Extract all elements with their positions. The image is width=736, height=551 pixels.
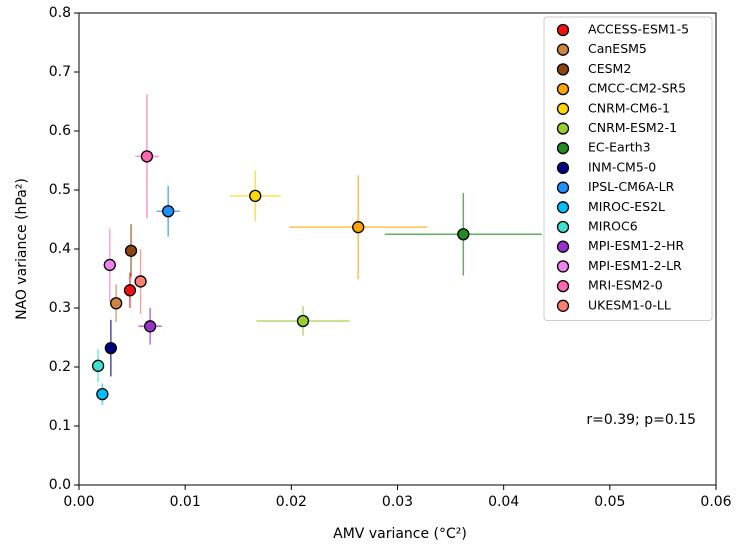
legend-marker <box>556 23 570 37</box>
legend-marker <box>556 260 570 273</box>
y-tick-label: 0.1 <box>49 418 71 434</box>
point <box>352 221 365 234</box>
point <box>110 297 123 310</box>
legend-marker <box>556 181 570 194</box>
y-tick-label: 0.5 <box>49 182 71 198</box>
legend-box <box>543 16 713 321</box>
y-tick-label: 0.2 <box>49 359 71 375</box>
x-axis-label: AMV variance (°C²) <box>333 526 467 542</box>
point <box>249 189 262 203</box>
point <box>96 387 109 401</box>
legend-label: MIROC-ES2L <box>588 199 665 214</box>
legend-marker <box>556 142 570 155</box>
legend-marker <box>556 161 570 175</box>
legend-label: MRI-ESM2-0 <box>588 278 663 293</box>
x-tick-label: 0.02 <box>276 494 307 510</box>
legend-marker <box>556 201 570 214</box>
legend-marker <box>556 102 570 115</box>
legend-label: ACCESS-ESM1-5 <box>588 22 689 37</box>
point <box>296 314 310 328</box>
legend-marker <box>556 122 570 135</box>
legend-label: EC-Earth3 <box>588 140 651 155</box>
legend-marker <box>556 43 570 56</box>
legend-label: CNRM-CM6-1 <box>588 100 670 115</box>
point <box>124 244 138 257</box>
legend-marker <box>556 63 570 76</box>
legend-label: MPI-ESM1-2-LR <box>588 258 682 273</box>
legend-label: CanESM5 <box>588 41 647 56</box>
legend-label: CNRM-ESM2-1 <box>588 120 677 135</box>
plot-frame <box>78 12 717 486</box>
x-tick-label: 0.05 <box>594 494 625 510</box>
x-tick-label: 0.03 <box>382 494 413 510</box>
y-tick-label: 0.6 <box>49 123 71 139</box>
legend-label: UKESM1-0-LL <box>588 297 671 312</box>
legend-marker <box>556 220 570 234</box>
point <box>140 150 154 163</box>
y-axis-label: NAO variance (hPa²) <box>14 178 30 320</box>
legend-label: CMCC-CM2-SR5 <box>588 81 686 96</box>
legend-label: IPSL-CM6A-LR <box>588 179 675 194</box>
legend-label: MIROC6 <box>588 219 638 234</box>
point <box>104 341 117 355</box>
legend-label: INM-CM5-0 <box>588 159 656 174</box>
x-tick-label: 0.06 <box>700 494 731 510</box>
point <box>143 320 157 333</box>
point <box>123 284 137 297</box>
point <box>162 205 175 218</box>
y-tick-label: 0.7 <box>49 64 71 80</box>
legend: ACCESS-ESM1-5 CanESM5 CESM2 CMCC-CM2-SR5 CNR… <box>543 16 713 321</box>
legend-marker <box>556 279 570 293</box>
legend-marker <box>556 240 570 253</box>
x-tick-label: 0.00 <box>63 494 94 510</box>
legend-label: CESM2 <box>588 61 631 76</box>
x-tick-label: 0.04 <box>488 494 519 510</box>
y-tick-label: 0.8 <box>49 5 71 21</box>
point <box>103 258 116 272</box>
point <box>457 228 470 241</box>
x-tick-label: 0.01 <box>170 494 201 510</box>
y-tick-label: 0.4 <box>49 241 71 257</box>
annotation: r=0.39; p=0.15 <box>586 412 696 428</box>
legend-marker <box>556 299 570 312</box>
y-tick-label: 0.0 <box>49 477 71 493</box>
point <box>134 275 147 288</box>
legend-label: MPI-ESM1-2-HR <box>588 238 684 253</box>
legend-marker <box>556 82 570 96</box>
point <box>91 359 105 372</box>
y-tick-label: 0.3 <box>49 300 71 316</box>
